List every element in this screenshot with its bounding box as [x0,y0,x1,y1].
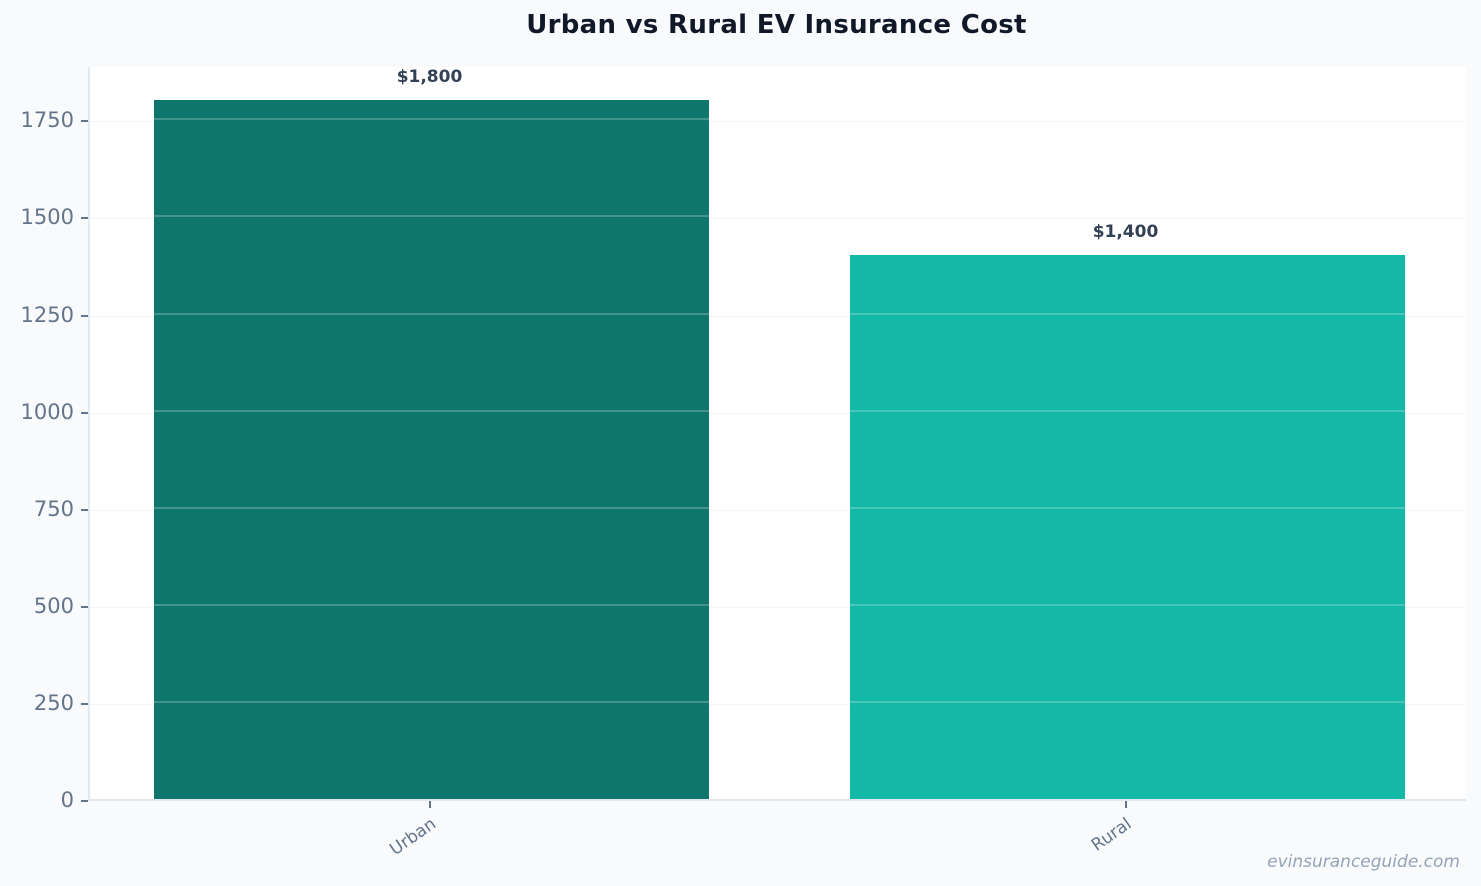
bar-value-label: $1,400 [1092,222,1159,243]
y-tick-mark [81,314,88,317]
y-tick-label: 500 [33,593,74,618]
y-tick-label: 1250 [20,302,74,327]
gridline-overlay [154,700,709,703]
y-tick-label: 1000 [20,399,74,424]
x-tick-label: Rural [1087,814,1135,856]
y-tick-label: 0 [60,788,74,812]
gridline [90,703,1466,705]
y-tick-mark [81,800,88,802]
plot-area [88,67,1466,801]
gridline-overlay [850,700,1405,703]
chart-title: Urban vs Rural EV Insurance Cost [526,10,1027,40]
y-tick-label: 1750 [20,108,74,133]
x-tick-label: Urban [385,814,440,860]
y-tick-label: 750 [33,496,74,521]
gridline-overlay [850,603,1405,606]
gridline-overlay [154,312,709,315]
bar-rural[interactable] [850,255,1405,799]
y-tick-mark [81,217,88,220]
gridline-overlay [154,118,709,121]
gridline [90,218,1466,220]
gridline-overlay [850,506,1405,509]
gridline [90,121,1466,123]
gridline-overlay [154,409,709,412]
y-tick-label: 250 [33,690,74,715]
x-tick-mark [428,801,431,808]
y-tick-mark [81,702,88,705]
y-tick-mark [81,411,88,414]
gridline [90,606,1466,608]
bar-value-label: $1,800 [396,66,463,87]
y-tick-label: 1500 [20,205,74,230]
gridline-overlay [154,506,709,509]
gridline [90,412,1466,414]
gridline [90,315,1466,317]
y-tick-mark [81,508,88,511]
gridline-overlay [850,312,1405,315]
gridline-overlay [850,409,1405,412]
y-tick-mark [81,605,88,608]
y-tick-mark [81,120,88,123]
watermark: evinsuranceguide.com [1267,852,1460,872]
gridline-overlay [154,603,709,606]
gridline-overlay [154,215,709,218]
x-tick-mark [1124,801,1127,808]
bar-urban[interactable] [154,99,709,799]
gridline [90,509,1466,511]
